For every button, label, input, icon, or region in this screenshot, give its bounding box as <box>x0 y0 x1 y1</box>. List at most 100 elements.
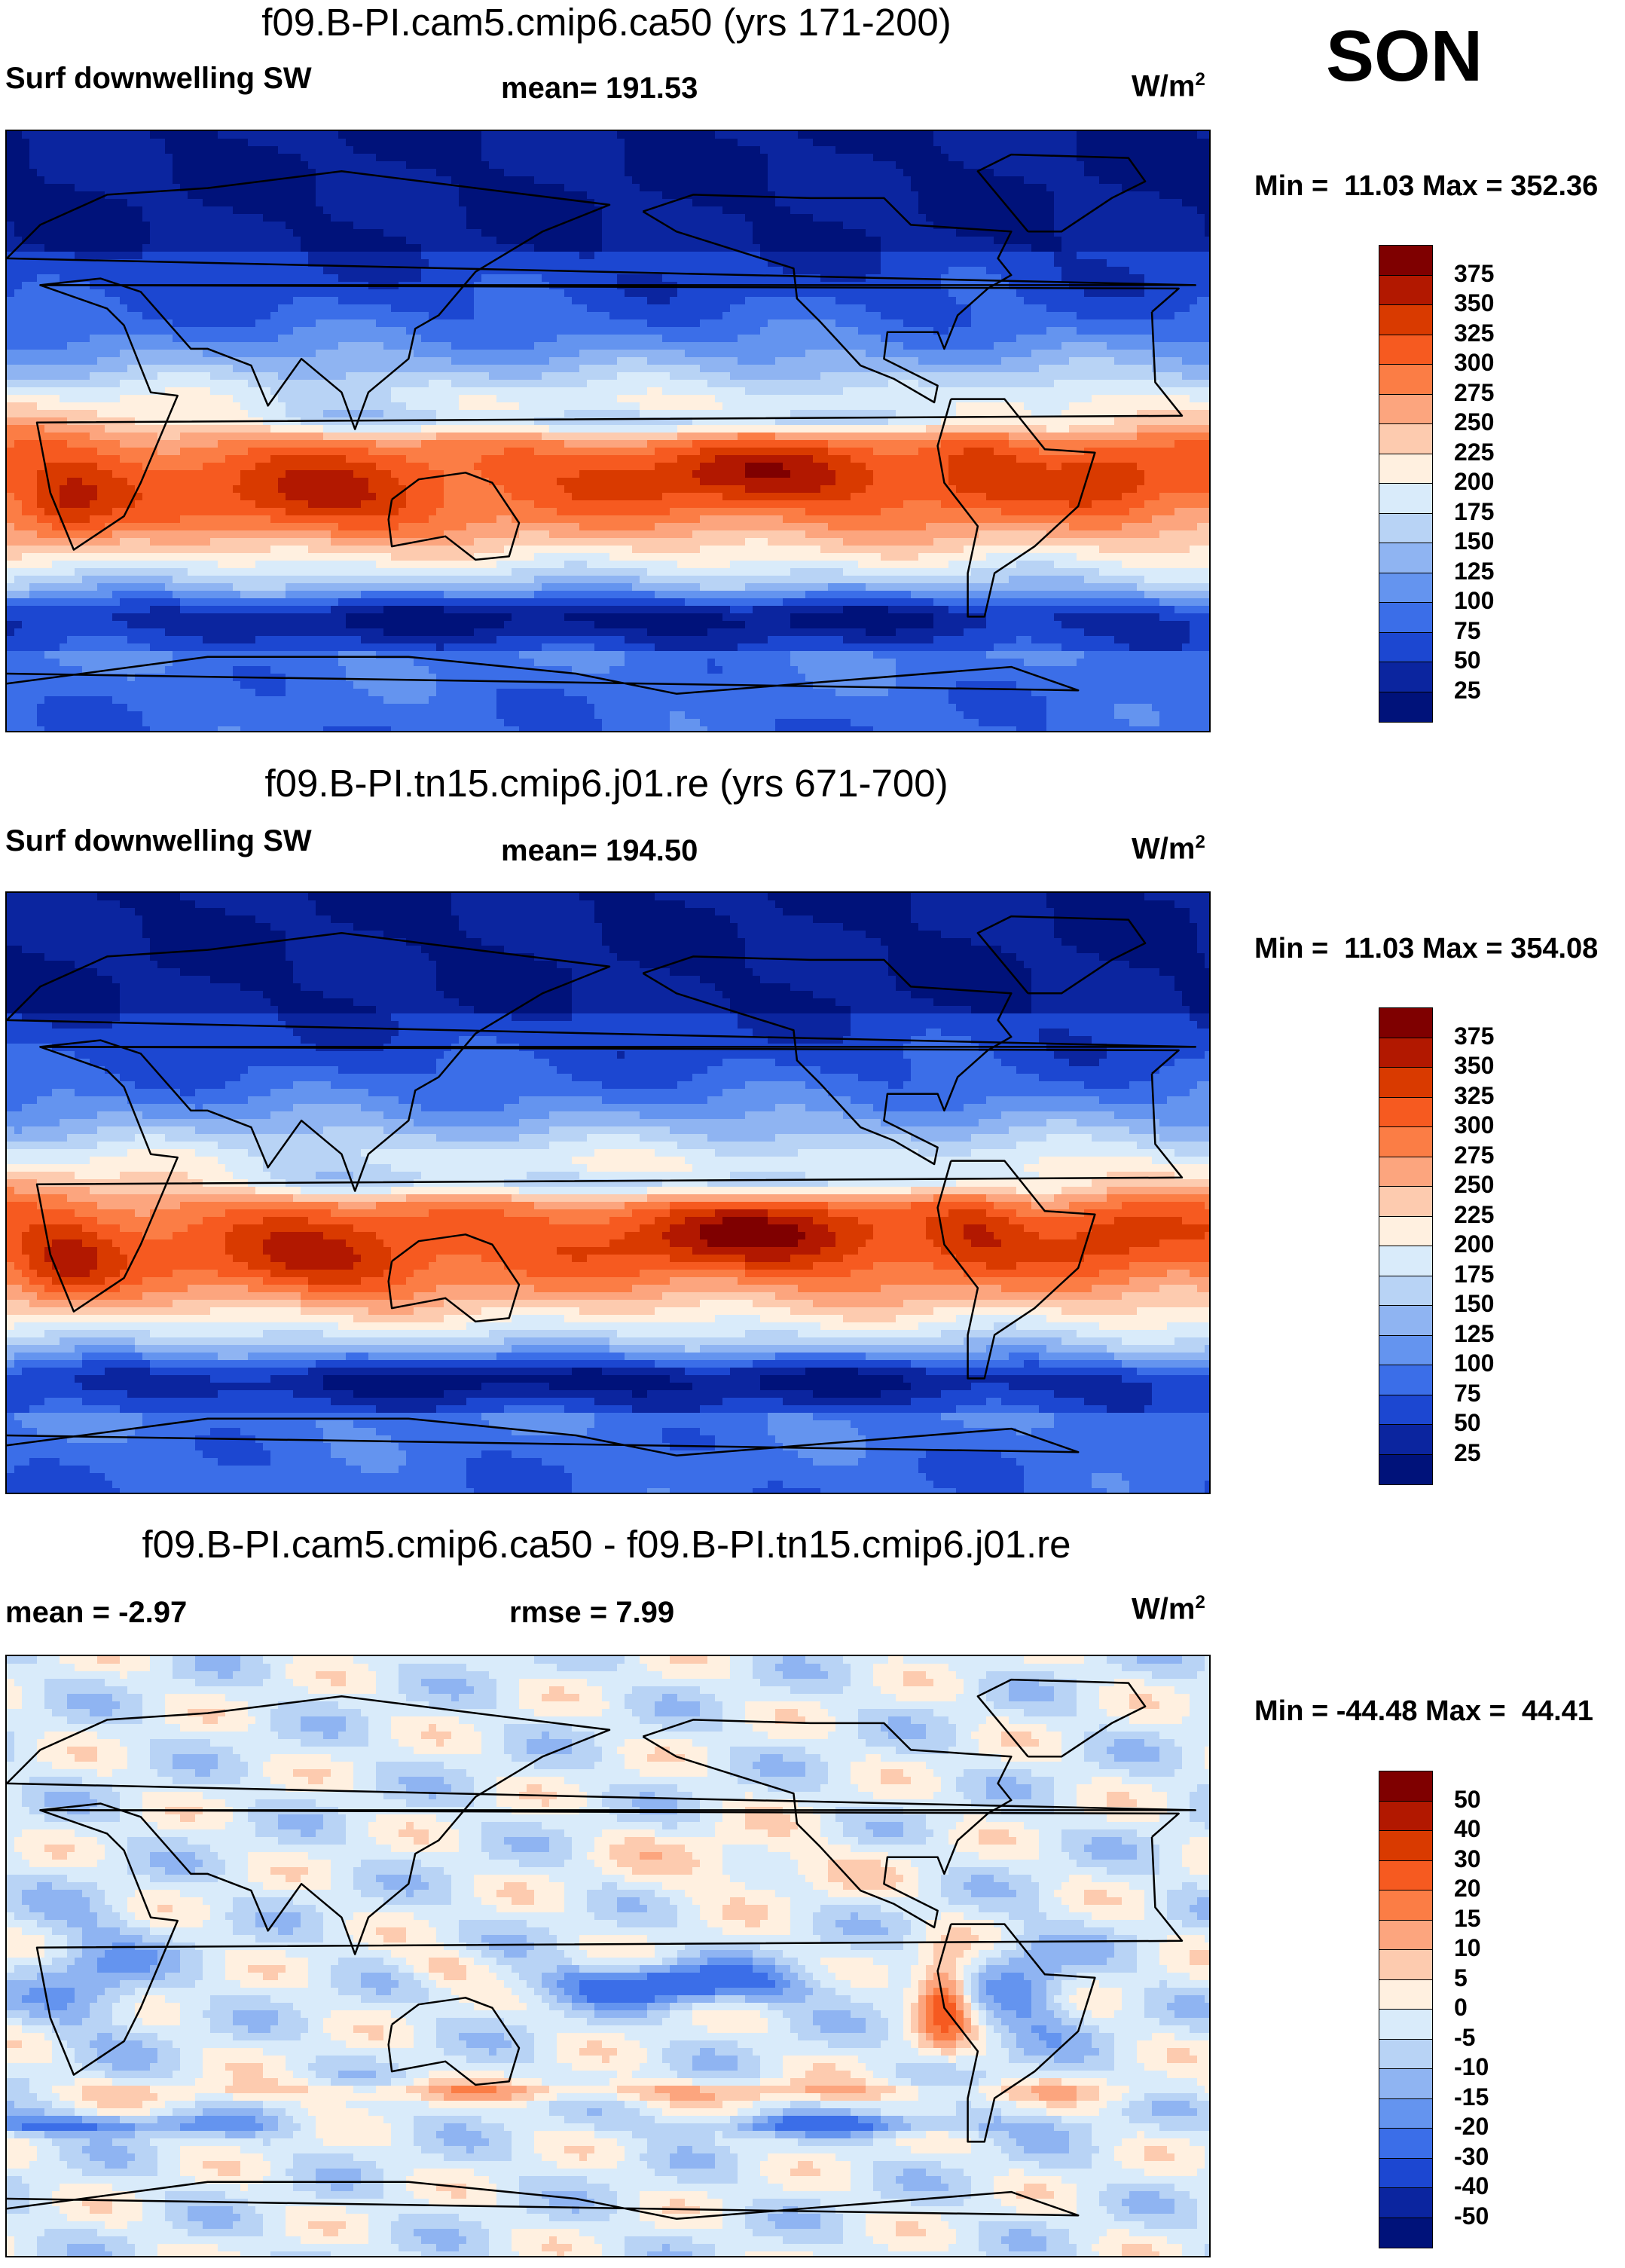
map-cell <box>1024 267 1032 275</box>
map-cell <box>986 267 994 275</box>
map-cell <box>1084 229 1092 237</box>
map-cell <box>429 335 437 343</box>
map-cell <box>1137 259 1145 267</box>
map-cell <box>406 319 414 328</box>
map-cell <box>127 169 136 177</box>
map-cell <box>594 154 603 162</box>
map-cell <box>1167 237 1175 245</box>
map-cell <box>331 335 339 343</box>
map-cell <box>722 206 731 215</box>
map-cell <box>157 139 166 147</box>
map-cell <box>655 244 663 252</box>
map-cell <box>361 154 369 162</box>
map-cell <box>587 139 595 147</box>
map-cell <box>466 199 475 207</box>
map-cell <box>240 342 249 350</box>
map-cell <box>1107 169 1115 177</box>
map-cell <box>37 237 45 245</box>
map-cell <box>1137 146 1145 154</box>
map-cell <box>316 176 324 185</box>
map-cell <box>647 319 655 328</box>
map-cell <box>1107 131 1115 139</box>
map-cell <box>203 342 211 350</box>
map-cell <box>135 154 143 162</box>
map-cell <box>602 289 610 298</box>
map-cell <box>429 146 437 154</box>
map-cell <box>1182 237 1190 245</box>
map-cell <box>835 335 844 343</box>
map-cell <box>579 304 588 313</box>
map-cell <box>858 229 866 237</box>
map-cell <box>97 237 105 245</box>
map-cell <box>512 297 520 305</box>
map-cell <box>376 176 384 185</box>
map-cell <box>218 312 226 320</box>
map-cell <box>67 191 75 200</box>
map-cell <box>474 274 482 283</box>
map-cell <box>1099 304 1107 313</box>
map-cell <box>436 176 444 185</box>
map-cell <box>406 244 414 252</box>
map-cell <box>97 327 105 335</box>
map-cell <box>903 267 912 275</box>
map-cell <box>564 139 573 147</box>
map-cell <box>218 267 226 275</box>
map-cell <box>1077 222 1085 230</box>
map-cell <box>399 146 407 154</box>
map-cell <box>1144 161 1153 170</box>
map-cell <box>466 357 475 365</box>
map-cell <box>790 297 799 305</box>
map-cell <box>278 131 286 139</box>
map-cell <box>534 350 542 358</box>
map-cell <box>429 229 437 237</box>
map-cell <box>120 259 128 267</box>
map-cell <box>120 169 128 177</box>
map-cell <box>579 214 588 222</box>
map-cell <box>270 206 279 215</box>
map-cell <box>112 131 121 139</box>
map-cell <box>248 237 256 245</box>
map-cell <box>534 289 542 298</box>
map-cell <box>97 335 105 343</box>
map-cell <box>75 214 83 222</box>
map-cell <box>195 199 203 207</box>
map-cell <box>1190 139 1198 147</box>
map-cell <box>1009 139 1017 147</box>
map-cell <box>813 176 821 185</box>
map-cell <box>738 252 746 260</box>
map-cell <box>896 154 904 162</box>
map-cell <box>662 244 670 252</box>
map-cell <box>368 319 377 328</box>
map-cell <box>323 267 331 275</box>
map-cell <box>135 214 143 222</box>
map-cell <box>1046 259 1055 267</box>
map-cell <box>135 304 143 313</box>
map-cell <box>165 169 173 177</box>
map-cell <box>1069 289 1077 298</box>
map-cell <box>911 342 919 350</box>
map-cell <box>436 252 444 260</box>
map-cell <box>474 297 482 305</box>
map-cell <box>105 342 113 350</box>
map-cell <box>14 139 23 147</box>
map-cell <box>512 139 520 147</box>
map-cell <box>233 289 241 298</box>
map-cell <box>775 312 783 320</box>
map-cell <box>820 342 829 350</box>
map-cell <box>1084 335 1092 343</box>
map-cell <box>29 335 38 343</box>
map-cell <box>1167 319 1175 328</box>
map-cell <box>248 199 256 207</box>
map-cell <box>150 131 158 139</box>
map-cell <box>609 357 618 365</box>
map-cell <box>331 350 339 358</box>
map-cell <box>29 222 38 230</box>
map-cell <box>979 229 987 237</box>
map-cell <box>933 327 942 335</box>
map-cell <box>1205 214 1209 222</box>
map-cell <box>150 214 158 222</box>
map-cell <box>715 312 723 320</box>
map-cell <box>933 191 942 200</box>
map-cell <box>444 154 452 162</box>
map-cell <box>971 327 979 335</box>
